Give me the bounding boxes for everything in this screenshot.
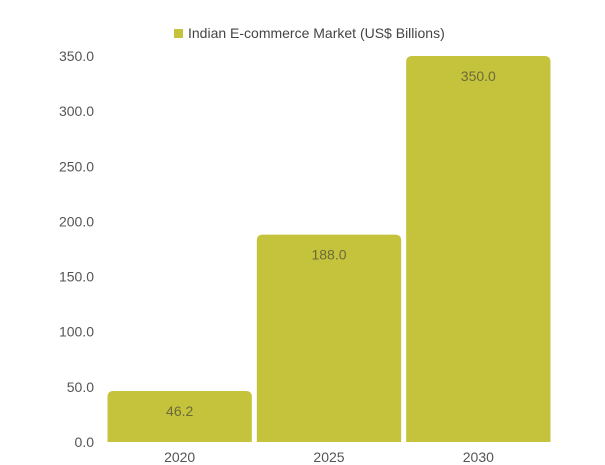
x-tick-label-2030: 2030 bbox=[463, 449, 494, 465]
x-tick-label-2025: 2025 bbox=[313, 449, 344, 465]
x-tick-label-2020: 2020 bbox=[164, 449, 195, 465]
y-tick-label: 50.0 bbox=[67, 379, 94, 395]
x-axis: 2020 2025 2030 bbox=[164, 449, 494, 465]
data-label-2020: 46.2 bbox=[166, 403, 193, 419]
data-labels: 46.2 188.0 350.0 bbox=[166, 68, 496, 419]
bars bbox=[107, 56, 551, 442]
y-tick-label: 150.0 bbox=[59, 269, 94, 285]
y-tick-label: 200.0 bbox=[59, 213, 94, 229]
legend: Indian E-commerce Market (US$ Billions) bbox=[174, 25, 445, 41]
bar-2020 bbox=[107, 391, 252, 442]
y-tick-label: 250.0 bbox=[59, 158, 94, 174]
y-tick-label: 0.0 bbox=[75, 434, 95, 450]
y-axis: 0.0 50.0 100.0 150.0 200.0 250.0 300.0 350.0 bbox=[59, 48, 94, 450]
bar-2025 bbox=[256, 234, 402, 442]
y-tick-label: 100.0 bbox=[59, 324, 94, 340]
data-label-2025: 188.0 bbox=[311, 247, 346, 263]
data-label-2030: 350.0 bbox=[461, 68, 496, 84]
legend-label: Indian E-commerce Market (US$ Billions) bbox=[188, 25, 445, 41]
legend-swatch bbox=[174, 29, 183, 38]
bar-2030 bbox=[406, 56, 551, 442]
y-tick-label: 350.0 bbox=[59, 48, 94, 64]
y-tick-label: 300.0 bbox=[59, 103, 94, 119]
